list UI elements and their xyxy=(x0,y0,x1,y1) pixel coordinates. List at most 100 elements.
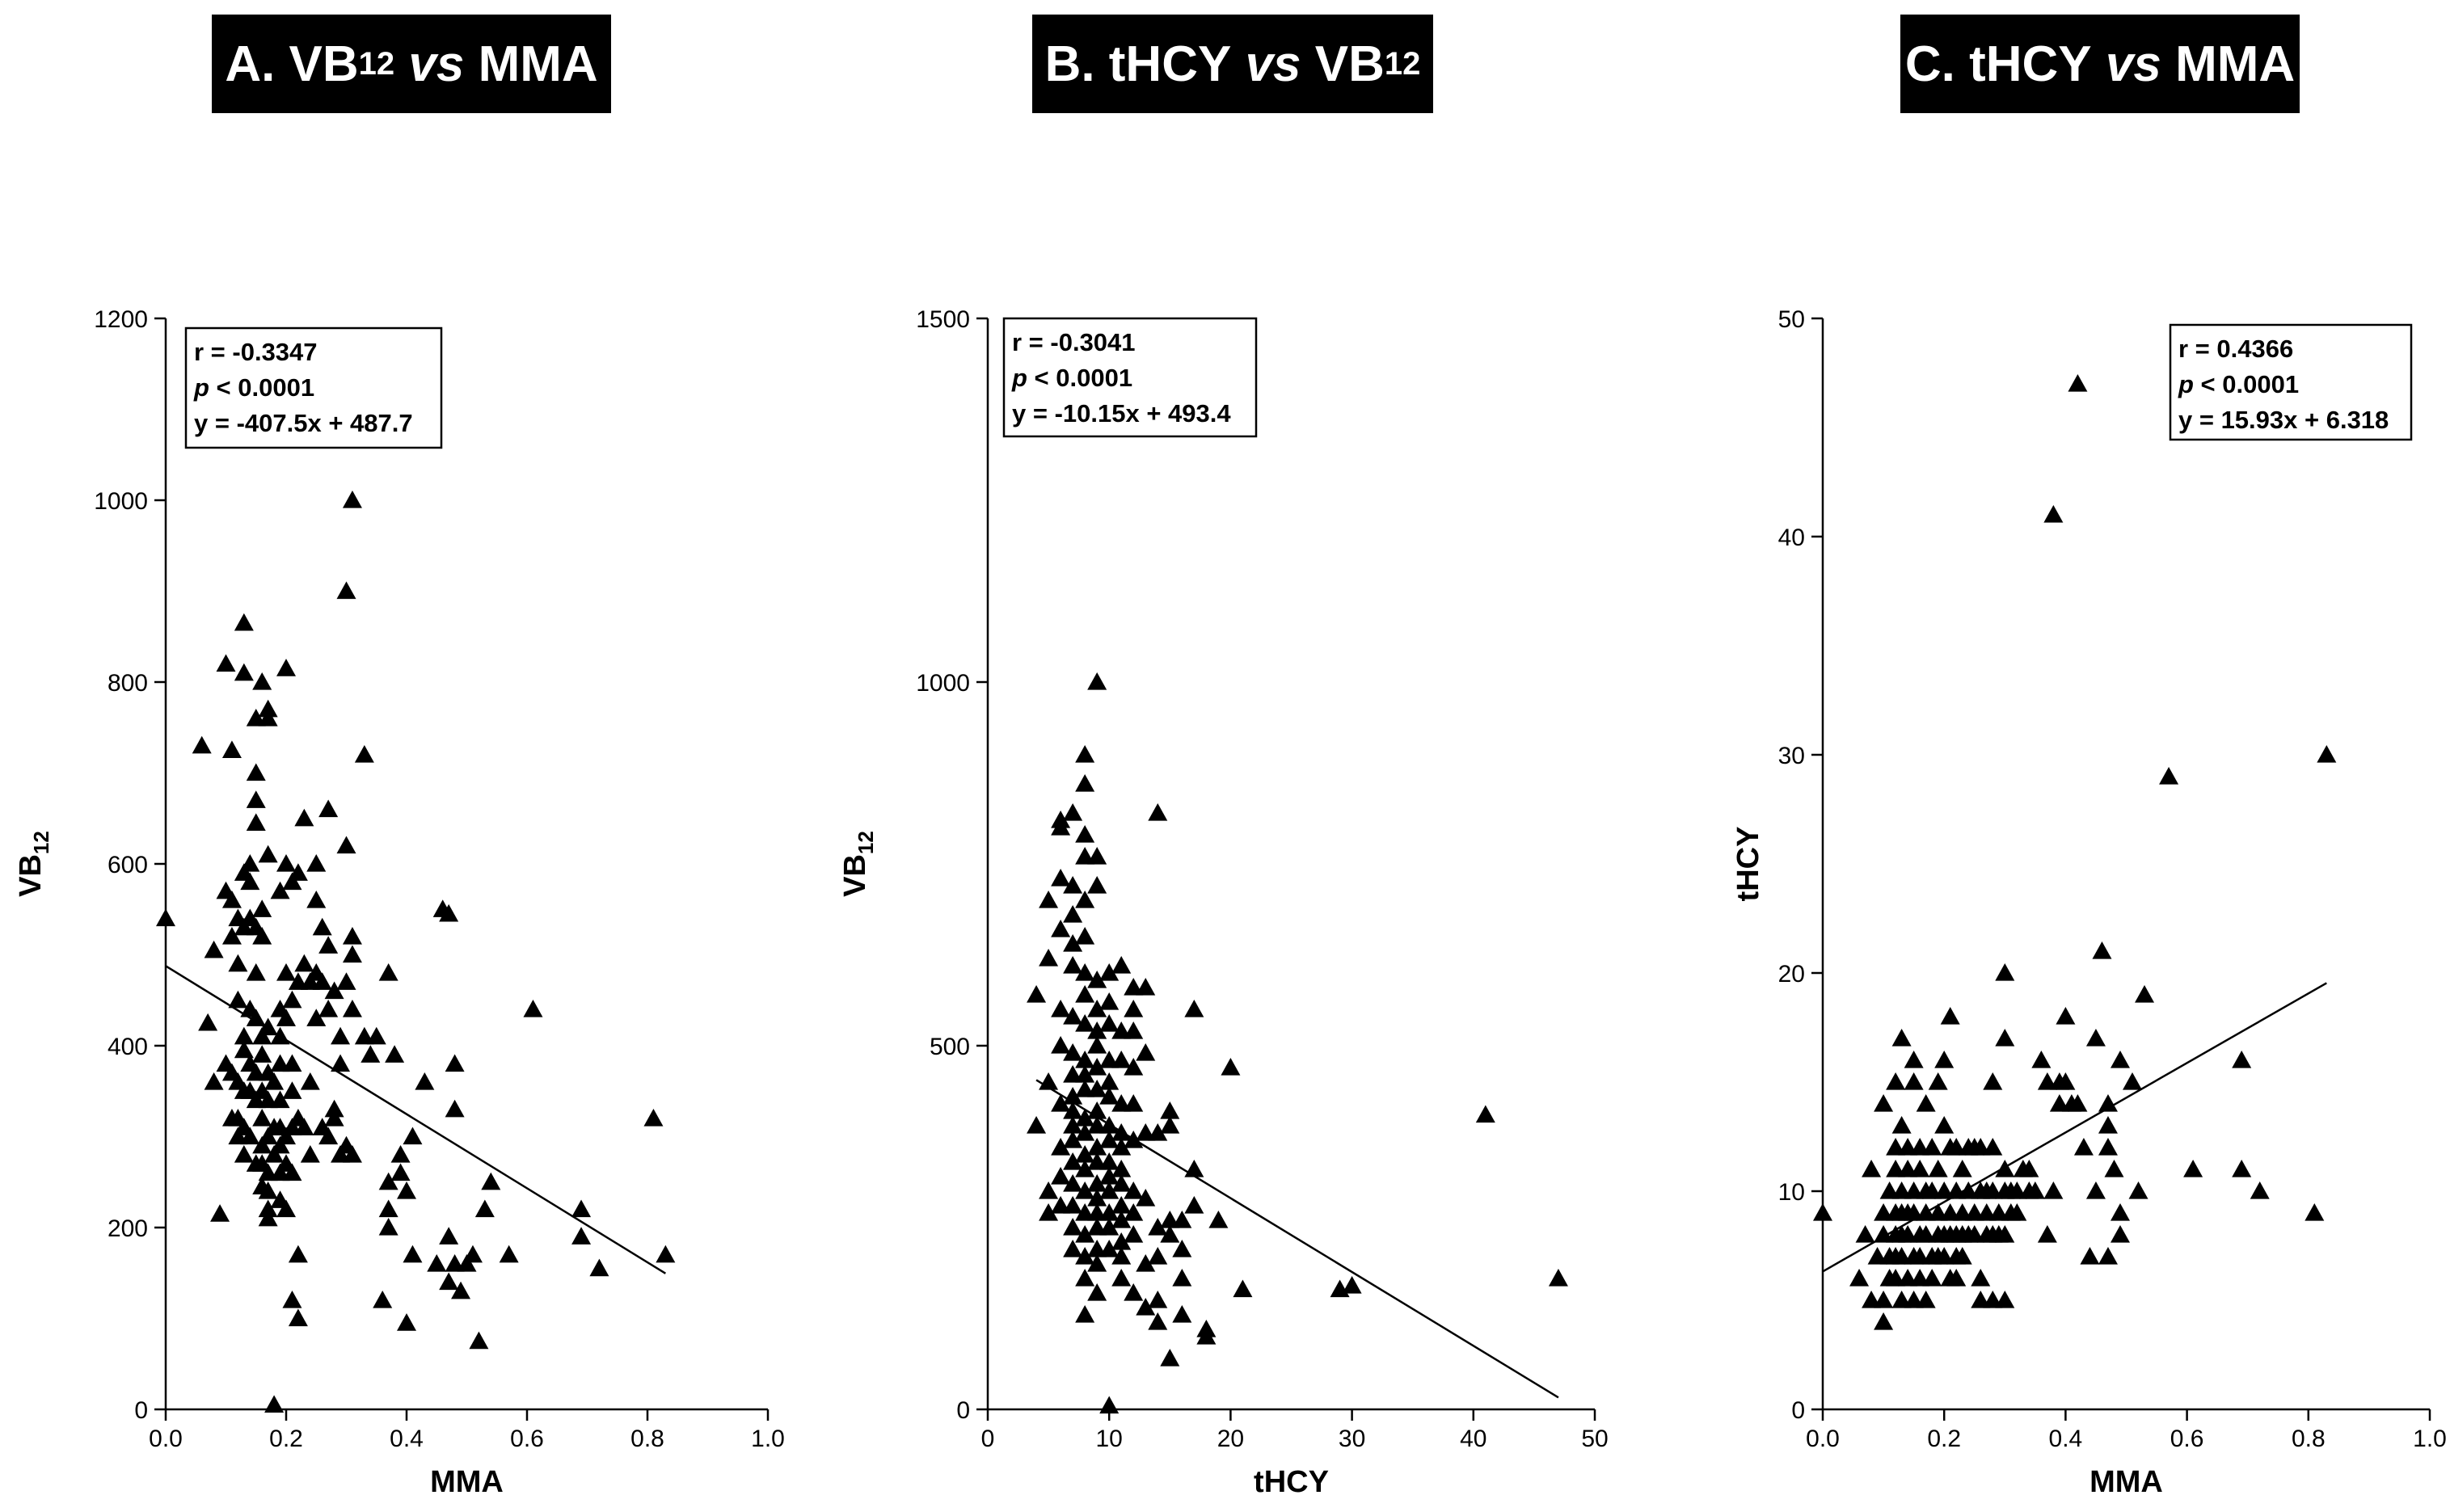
panel-c-data-point xyxy=(1904,1051,1924,1068)
panel-b-data-point xyxy=(1172,1211,1192,1228)
panel-b-data-point xyxy=(1111,1269,1132,1287)
panel-c-x-tick-label: 0.4 xyxy=(2049,1426,2083,1452)
panel-b-data-point xyxy=(1160,1349,1180,1367)
panel-b-data-point xyxy=(1172,1240,1192,1257)
panel-b-data-point xyxy=(1196,1327,1217,1345)
panel-a-data-point xyxy=(294,1118,314,1135)
panel-b-data-point xyxy=(1039,1072,1059,1090)
panel-c-data-point xyxy=(2073,1138,2094,1156)
panel-c-data-point xyxy=(2037,1072,2057,1090)
panel-a-data-point xyxy=(523,1000,543,1017)
panel-a-data-point xyxy=(366,1026,386,1045)
panel-a-data-point xyxy=(457,1254,477,1272)
panel-a-stat-equation: y = -407.5x + 487.7 xyxy=(194,409,413,437)
panel-b-stat-p: p < 0.0001 xyxy=(1011,364,1132,392)
panel-a-data-point xyxy=(300,1072,320,1090)
panel-c-data-point xyxy=(1904,1291,1924,1308)
panel-b-data-point xyxy=(1087,1058,1107,1076)
panel-c-data-point xyxy=(1891,1181,1912,1199)
panel-b-data-point xyxy=(1087,1036,1107,1054)
panel-c-y-tick-label: 0 xyxy=(1791,1397,1805,1424)
panel-a-data-point xyxy=(234,1145,254,1163)
panel-c-data-point xyxy=(2092,941,2112,959)
panel-a-data-point xyxy=(258,1017,278,1036)
panel-c-data-point xyxy=(2085,1029,2106,1047)
panel-b-data-point xyxy=(1051,818,1071,836)
panel-c-data-point xyxy=(1904,1072,1924,1090)
panel-a-data-point xyxy=(499,1245,519,1263)
panel-c-data-point xyxy=(2085,1181,2106,1199)
panel-a-x-tick-label: 0.4 xyxy=(390,1426,424,1452)
panel-c-data-point xyxy=(1874,1203,1894,1221)
panel-a-title-sub: 12 xyxy=(358,45,395,82)
panel-b-data-point xyxy=(1075,1203,1095,1221)
panel-c-data-point xyxy=(2019,1160,2039,1177)
panel-b-title-sub: 12 xyxy=(1384,45,1421,82)
panel-b-data-point xyxy=(1124,1203,1144,1221)
panel-b-data-point xyxy=(1027,1116,1047,1134)
panel-b-data-point xyxy=(1075,891,1095,908)
panel-a-data-point xyxy=(300,1145,320,1163)
panel-b-data-point xyxy=(1087,1174,1107,1192)
panel-b-x-tick-label: 40 xyxy=(1460,1426,1486,1452)
panel-c-data-point xyxy=(2159,767,2179,785)
panel-c-data-point xyxy=(1995,1291,2015,1308)
panel-a-data-point xyxy=(589,1258,609,1277)
panel-b-data-point xyxy=(1099,1396,1120,1414)
panel-b-data-point xyxy=(1136,1123,1156,1141)
panel-a-data-point xyxy=(324,1109,344,1127)
panel-b-data-point xyxy=(1148,803,1168,821)
panel-c-data-point xyxy=(1922,1138,1942,1156)
panel-b-data-point xyxy=(1075,1225,1095,1243)
panel-c-data-point xyxy=(2043,505,2064,523)
panel-b-data-point xyxy=(1087,1218,1107,1236)
panel-c-data-point xyxy=(2080,1247,2100,1265)
panel-c-data-point xyxy=(2056,1007,2076,1025)
panel-c-data-point xyxy=(1940,1007,1960,1025)
panel-c-data-point xyxy=(2128,1181,2148,1199)
panel-a-data-point xyxy=(403,1127,423,1145)
panel-a-y-tick-label: 1200 xyxy=(94,306,148,333)
panel-a-data-point xyxy=(221,927,242,945)
panel-c-stats-box xyxy=(2169,323,2413,441)
panel-b-y-tick-label: 1000 xyxy=(916,670,970,697)
panel-c-data-point xyxy=(1891,1291,1912,1308)
panel-c-data-point xyxy=(1995,1029,2015,1047)
panel-a-data-point xyxy=(288,863,308,881)
panel-a-data-point xyxy=(240,854,260,872)
panel-a-data-point xyxy=(474,1199,495,1218)
panel-b-data-point xyxy=(1075,1160,1095,1177)
panel-b-x-axis-label: tHCY xyxy=(1254,1465,1329,1499)
panel-a-data-point xyxy=(192,735,212,754)
panel-b-stat-equation: y = -10.15x + 493.4 xyxy=(1012,399,1231,427)
panel-a-data-point xyxy=(451,1281,471,1299)
panel-c-data-point xyxy=(1862,1160,1882,1177)
panel-b-data-point xyxy=(1087,1116,1107,1134)
panel-a-data-point xyxy=(240,1127,260,1145)
panel-b-data-point xyxy=(1063,803,1083,821)
panel-b-data-point xyxy=(1160,1101,1180,1119)
panel-a-data-point xyxy=(331,1026,351,1045)
panel-a-data-point xyxy=(252,1135,272,1154)
panel-b-data-point xyxy=(1087,1021,1107,1039)
panel-a-data-point xyxy=(306,1009,327,1026)
panel-b-data-point xyxy=(1111,1196,1132,1214)
panel-a-data-point xyxy=(282,872,302,891)
panel-b-data-point xyxy=(1051,1167,1071,1185)
panel-c-data-point xyxy=(2098,1094,2118,1112)
panel-c-data-point xyxy=(2068,374,2088,392)
panel-a-data-point xyxy=(258,699,278,718)
panel-c-data-point xyxy=(2031,1051,2052,1068)
panel-b-data-point xyxy=(1087,1000,1107,1017)
panel-a-data-point xyxy=(361,1045,381,1063)
panel-c-data-point xyxy=(1946,1181,1967,1199)
panel-b-data-point xyxy=(1051,1000,1071,1017)
panel-b-y-tick-label: 0 xyxy=(956,1397,970,1424)
panel-b-data-point xyxy=(1342,1276,1362,1294)
panel-c-data-point xyxy=(1983,1072,2003,1090)
panel-b-data-point xyxy=(1148,1218,1168,1236)
panel-c-data-point xyxy=(1910,1160,1930,1177)
panel-a-data-point xyxy=(324,981,344,1000)
panel-a-data-point xyxy=(294,808,314,827)
panel-b-data-point xyxy=(1136,1298,1156,1316)
